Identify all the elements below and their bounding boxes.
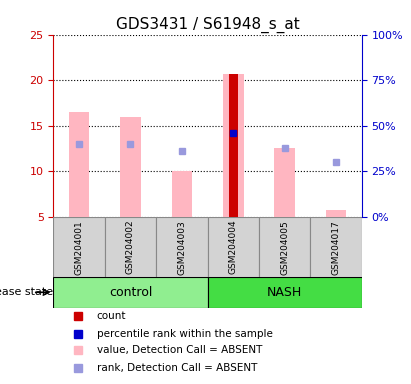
Text: NASH: NASH	[267, 286, 302, 299]
Text: count: count	[97, 311, 126, 321]
Text: GSM204003: GSM204003	[178, 220, 186, 275]
Bar	[275, 149, 295, 217]
Bar	[229, 74, 238, 217]
Text: GSM204001: GSM204001	[75, 220, 83, 275]
Bar	[53, 276, 208, 308]
Text: GSM204017: GSM204017	[332, 220, 340, 275]
Text: percentile rank within the sample: percentile rank within the sample	[97, 329, 272, 339]
Bar	[105, 217, 156, 276]
Bar	[156, 217, 208, 276]
Bar	[69, 112, 90, 217]
Text: GSM204005: GSM204005	[280, 220, 289, 275]
Bar	[310, 217, 362, 276]
Text: control: control	[109, 286, 152, 299]
Text: GSM204004: GSM204004	[229, 220, 238, 275]
Bar	[172, 171, 192, 217]
Title: GDS3431 / S61948_s_at: GDS3431 / S61948_s_at	[115, 17, 300, 33]
Bar	[208, 276, 362, 308]
Bar	[208, 217, 259, 276]
Bar	[120, 117, 141, 217]
Text: GSM204002: GSM204002	[126, 220, 135, 275]
Text: rank, Detection Call = ABSENT: rank, Detection Call = ABSENT	[97, 363, 257, 373]
Bar	[53, 217, 105, 276]
Text: disease state: disease state	[0, 287, 53, 297]
Bar	[259, 217, 310, 276]
Bar	[223, 74, 243, 217]
Bar	[326, 210, 346, 217]
Text: value, Detection Call = ABSENT: value, Detection Call = ABSENT	[97, 345, 262, 355]
